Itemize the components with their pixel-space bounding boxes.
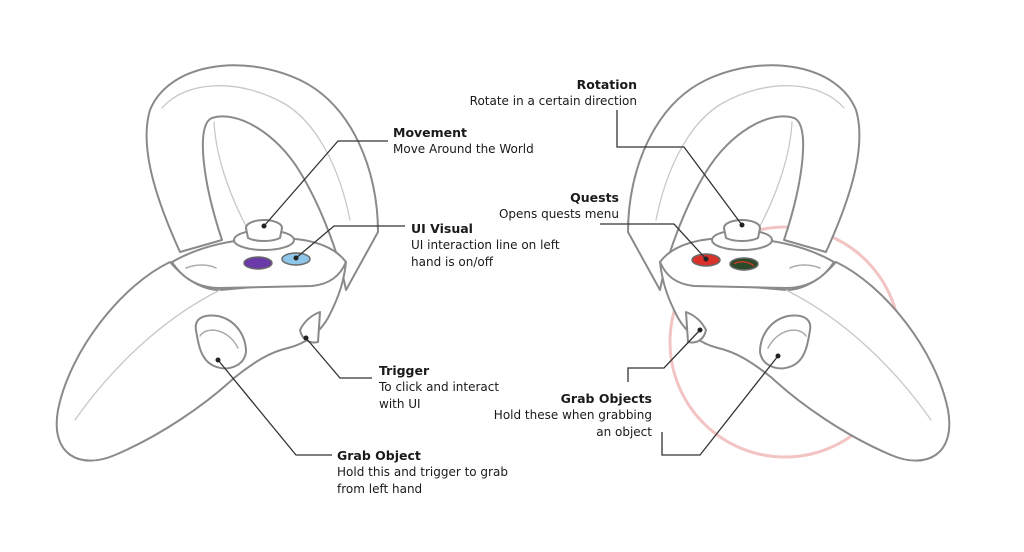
grab-object-leader [217, 359, 332, 456]
trigger-desc-line2: with UI [379, 397, 421, 411]
grab-objects-grip-dot [775, 353, 781, 359]
right-faceplate-slot [789, 264, 821, 269]
right-handle-inner-line [785, 289, 932, 421]
right-handle [659, 261, 951, 462]
grab-object-desc-line2: from left hand [337, 482, 423, 496]
ui-visual-label: UI Visual UI interaction line on left ha… [411, 220, 560, 271]
movement-leader [263, 140, 388, 227]
ui-visual-leader [295, 225, 405, 259]
grab-object-label: Grab Object Hold this and trigger to gra… [337, 447, 508, 498]
grab-objects-trigger-dot [697, 327, 703, 333]
grab-object-desc-line1: Hold this and trigger to grab [337, 465, 508, 479]
left-trigger [299, 311, 321, 344]
ui-visual-desc-line1: UI interaction line on left [411, 238, 560, 252]
rotation-desc: Rotate in a certain direction [469, 94, 637, 108]
left-grip [194, 314, 247, 370]
grab-objects-grip-leader [661, 355, 779, 456]
grab-objects-label: Grab Objects Hold these when grabbing an… [494, 390, 652, 441]
grab-objects-title: Grab Objects [560, 391, 652, 406]
grab-object-dot [215, 357, 221, 363]
left-ring-notch [213, 121, 249, 231]
grab-objects-trigger-leader [627, 329, 701, 382]
rotation-label: Rotation Rotate in a certain direction [470, 76, 637, 110]
quests-label: Quests Opens quests menu [499, 189, 619, 223]
grab-object-title: Grab Object [337, 448, 421, 463]
trigger-desc-line1: To click and interact [379, 380, 500, 394]
leader-lines-right [600, 110, 779, 456]
right-button-multi[interactable] [729, 257, 759, 271]
right-ring [627, 64, 861, 291]
leader-lines-left [217, 140, 405, 456]
movement-label: Movement Move Around the World [393, 124, 534, 158]
left-ring-inner-line [161, 85, 351, 221]
left-ring [145, 64, 379, 291]
quests-title: Quests [570, 190, 619, 205]
trigger-dot [303, 335, 309, 341]
trigger-title: Trigger [379, 363, 430, 378]
quests-desc: Opens quests menu [498, 207, 619, 221]
movement-desc: Move Around the World [393, 142, 534, 156]
ui-visual-title: UI Visual [411, 221, 473, 236]
left-handle-inner-line [74, 289, 221, 421]
rotation-dot [739, 222, 745, 228]
grab-objects-desc-line1: Hold these when grabbing [493, 408, 652, 422]
quests-dot [703, 256, 709, 262]
right-controller [627, 64, 951, 462]
rotation-leader [616, 110, 743, 226]
left-controller [55, 64, 379, 462]
movement-dot [261, 223, 267, 229]
trigger-leader [305, 337, 372, 379]
quests-leader [600, 223, 707, 260]
ui-visual-dot [293, 255, 299, 261]
movement-title: Movement [393, 125, 468, 140]
left-button-purple[interactable] [243, 256, 273, 270]
rotation-title: Rotation [576, 77, 637, 92]
grab-objects-desc-line2: an object [596, 425, 652, 439]
left-faceplate-slot [185, 264, 217, 269]
right-trigger [685, 311, 707, 344]
right-ring-inner-line [655, 85, 845, 221]
right-grip [759, 314, 812, 370]
left-handle [55, 261, 347, 462]
trigger-label: Trigger To click and interact with UI [379, 362, 499, 413]
right-ring-notch [757, 121, 793, 231]
ui-visual-desc-line2: hand is on/off [411, 255, 493, 269]
